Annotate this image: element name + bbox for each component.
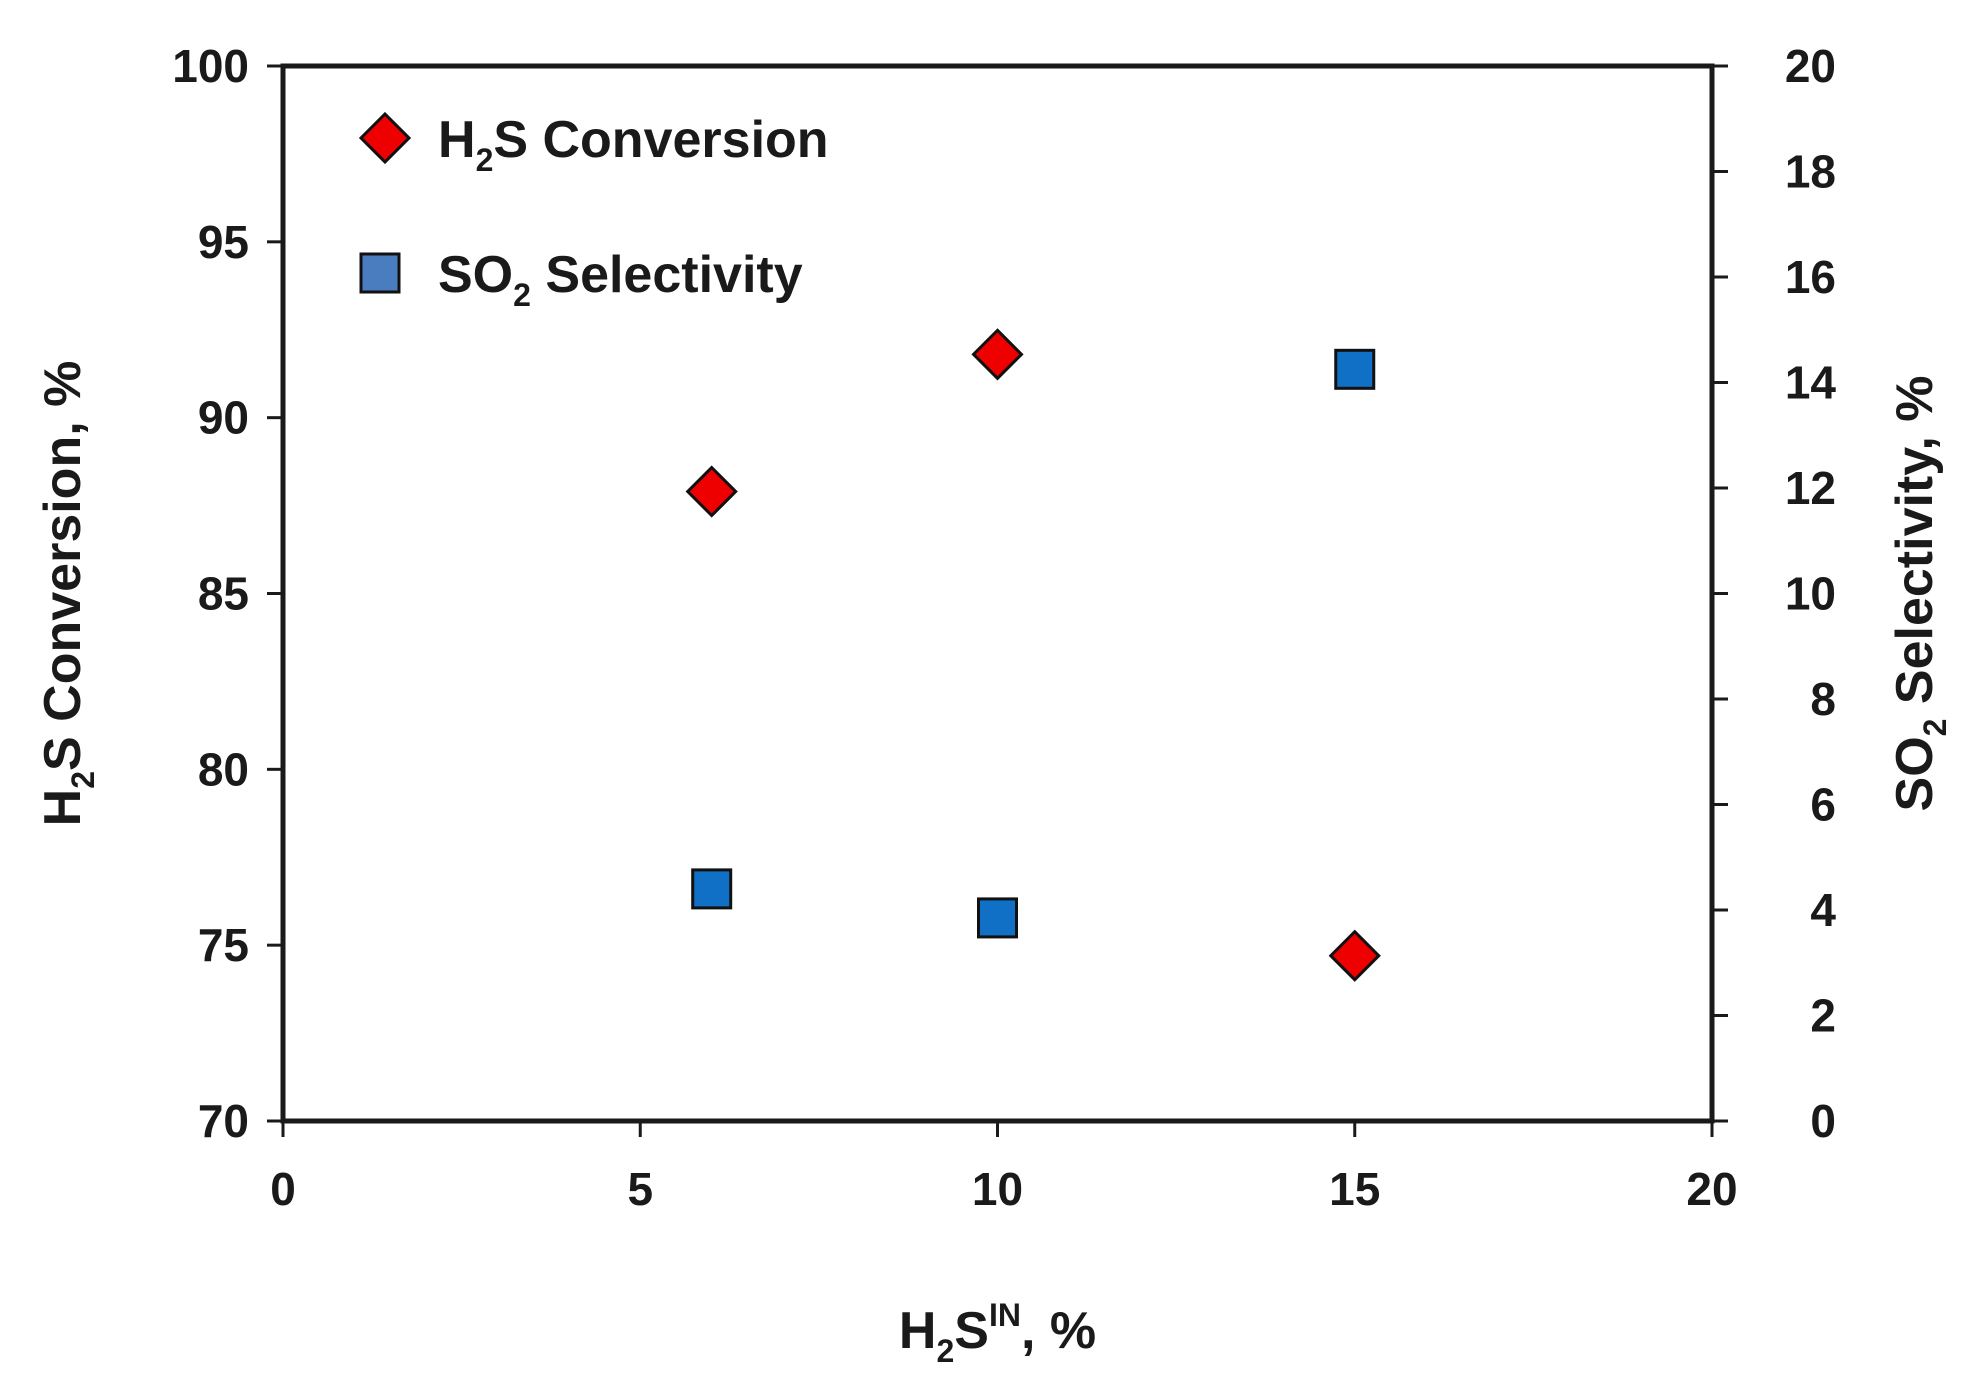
y-right-tick-label: 8 (1810, 673, 1836, 725)
x-axis-label: H2SIN, % (899, 1297, 1096, 1369)
axes-layer (280, 63, 1715, 1124)
y-left-tick-label: 95 (198, 216, 249, 268)
y-left-axis-label: H2S Conversion, % (34, 361, 101, 827)
legend-marker-square (359, 252, 401, 294)
y-right-tick-label: 4 (1810, 884, 1836, 936)
so2-selectivity-point (691, 868, 733, 910)
y-right-tick-label: 10 (1785, 568, 1836, 620)
h2s-conversion-point (971, 328, 1024, 381)
x-tick-label: 0 (270, 1163, 296, 1215)
so2-selectivity-point (977, 897, 1018, 939)
y-right-tick-label: 14 (1785, 357, 1837, 409)
plot-frame (280, 63, 1715, 1124)
legend-label: H2S Conversion (438, 111, 829, 178)
y-right-tick-label: 6 (1810, 779, 1836, 831)
legend-item-so2-selectivity: SO2 Selectivity (359, 246, 803, 313)
so2-selectivity-point (1334, 348, 1376, 390)
h2s-conversion-point (1328, 929, 1381, 982)
y-right-tick-label: 2 (1810, 990, 1836, 1042)
axis-labels-layer: H2SIN, % H2S Conversion, % SO2 Selectivity… (34, 361, 1953, 1369)
y-left-tick-label: 100 (172, 40, 249, 92)
y-left-tick-label: 70 (198, 1095, 249, 1147)
y-right-axis-label: SO2 Selectivity, % (1886, 376, 1953, 812)
y-right-tick-label: 16 (1785, 251, 1836, 303)
x-tick-label: 15 (1329, 1163, 1380, 1215)
legend-label: SO2 Selectivity (438, 246, 803, 313)
legend-marker-diamond (358, 111, 412, 165)
x-tick-label: 10 (972, 1163, 1023, 1215)
x-tick-label: 20 (1686, 1163, 1737, 1215)
y-left-tick-label: 80 (198, 743, 249, 795)
y-right-tick-label: 20 (1785, 40, 1836, 92)
h2s-conversion-point (685, 465, 738, 518)
y-right-tick-label: 18 (1785, 146, 1836, 198)
points-layer (685, 328, 1381, 982)
y-left-tick-label: 90 (198, 392, 249, 444)
ticks-layer: 0 5 10 15 20 70 75 80 85 90 95 100 0 2 4 6 8 10 12 14 16 18 20 (172, 40, 1836, 1215)
x-tick-label: 5 (627, 1163, 653, 1215)
y-right-tick-label: 12 (1785, 462, 1836, 514)
legend: H2S Conversion SO2 Selectivity (358, 111, 829, 313)
legend-item-h2s-conversion: H2S Conversion (358, 111, 829, 178)
y-left-tick-label: 85 (198, 568, 249, 620)
y-right-tick-label: 0 (1810, 1095, 1836, 1147)
y-left-tick-label: 75 (198, 919, 249, 971)
